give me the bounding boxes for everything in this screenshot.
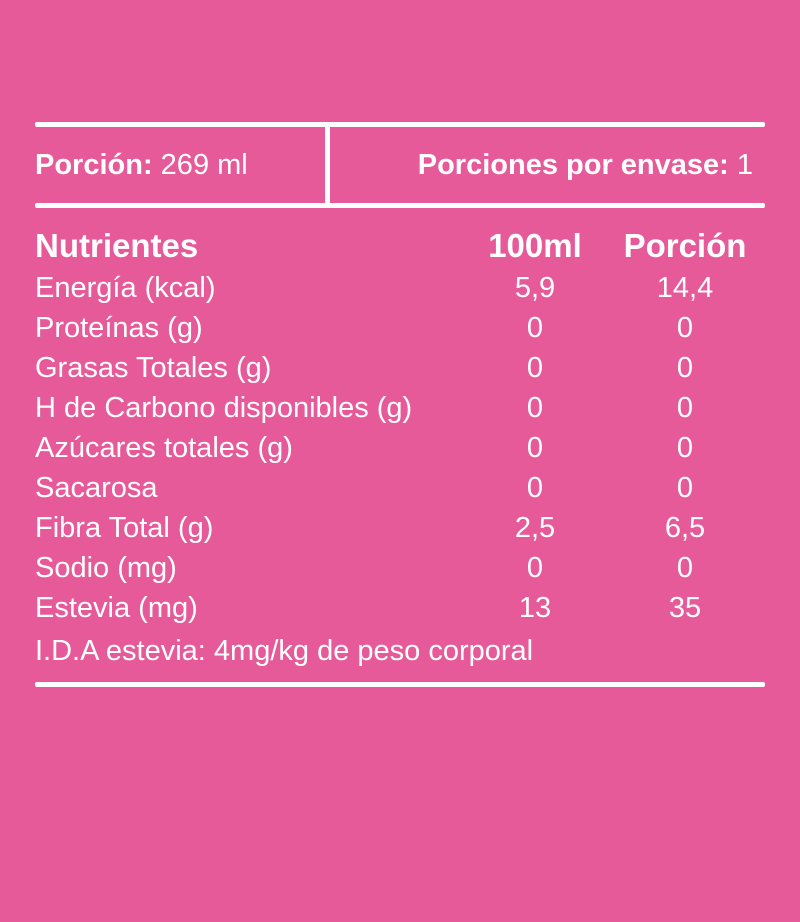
header-rule <box>35 203 765 208</box>
servings-per-container-value: 1 <box>728 148 753 181</box>
portion-label: Porción: <box>35 148 153 181</box>
table-row: H de Carbono disponibles (g) 0 0 <box>35 388 765 428</box>
servings-per-container-cell: Porciones por envase: 1 <box>325 127 765 203</box>
nutrient-name: Proteínas (g) <box>35 312 203 344</box>
value-portion: 0 <box>676 552 694 584</box>
value-100ml: 2,5 <box>514 512 556 544</box>
table-row: Proteínas (g) 0 0 <box>35 308 765 348</box>
value-portion: 14,4 <box>656 272 714 304</box>
bottom-rule <box>35 682 765 687</box>
value-portion: 0 <box>676 472 694 504</box>
nutrient-name: H de Carbono disponibles (g) <box>35 392 413 424</box>
nutrient-name: Grasas Totales (g) <box>35 352 272 384</box>
serving-info-bar: Porción: 269 ml Porciones por envase: 1 <box>35 127 765 203</box>
nutrition-label: Porción: 269 ml Porciones por envase: 1 … <box>0 122 800 687</box>
ida-note: I.D.A estevia: 4mg/kg de peso corporal <box>35 635 534 667</box>
table-row: Sacarosa 0 0 <box>35 468 765 508</box>
table-row: Energía (kcal) 5,9 14,4 <box>35 268 765 308</box>
header-100ml: 100ml <box>488 227 582 264</box>
nutrient-name: Sodio (mg) <box>35 552 177 584</box>
value-portion: 0 <box>676 432 694 464</box>
value-portion: 0 <box>676 312 694 344</box>
value-100ml: 0 <box>526 312 544 344</box>
value-100ml: 0 <box>526 392 544 424</box>
table-row: Estevia (mg) 13 35 <box>35 588 765 628</box>
value-100ml: 0 <box>526 432 544 464</box>
table-row: Fibra Total (g) 2,5 6,5 <box>35 508 765 548</box>
nutrient-name: Sacarosa <box>35 472 158 504</box>
value-100ml: 13 <box>518 592 552 624</box>
header-portion: Porción <box>623 227 747 264</box>
value-portion: 0 <box>676 352 694 384</box>
table-row: Sodio (mg) 0 0 <box>35 548 765 588</box>
value-100ml: 0 <box>526 352 544 384</box>
header-nutrients: Nutrientes <box>35 227 199 264</box>
value-portion: 0 <box>676 392 694 424</box>
nutrient-name: Azúcares totales (g) <box>35 432 293 464</box>
value-portion: 35 <box>668 592 702 624</box>
nutrient-name: Energía (kcal) <box>35 272 216 304</box>
value-100ml: 5,9 <box>514 272 556 304</box>
portion-value: 269 ml <box>152 148 248 181</box>
table-row: Grasas Totales (g) 0 0 <box>35 348 765 388</box>
top-rule <box>35 122 765 127</box>
value-portion: 6,5 <box>664 512 706 544</box>
nutrients-table: Nutrientes 100ml Porción Energía (kcal) … <box>35 224 765 628</box>
nutrient-name: Estevia (mg) <box>35 592 198 624</box>
table-header-row: Nutrientes 100ml Porción <box>35 224 765 268</box>
table-row: Azúcares totales (g) 0 0 <box>35 428 765 468</box>
portion-cell: Porción: 269 ml <box>35 127 325 203</box>
servings-per-container-label: Porciones por envase: <box>417 148 729 181</box>
nutrient-name: Fibra Total (g) <box>35 512 214 544</box>
value-100ml: 0 <box>526 552 544 584</box>
value-100ml: 0 <box>526 472 544 504</box>
